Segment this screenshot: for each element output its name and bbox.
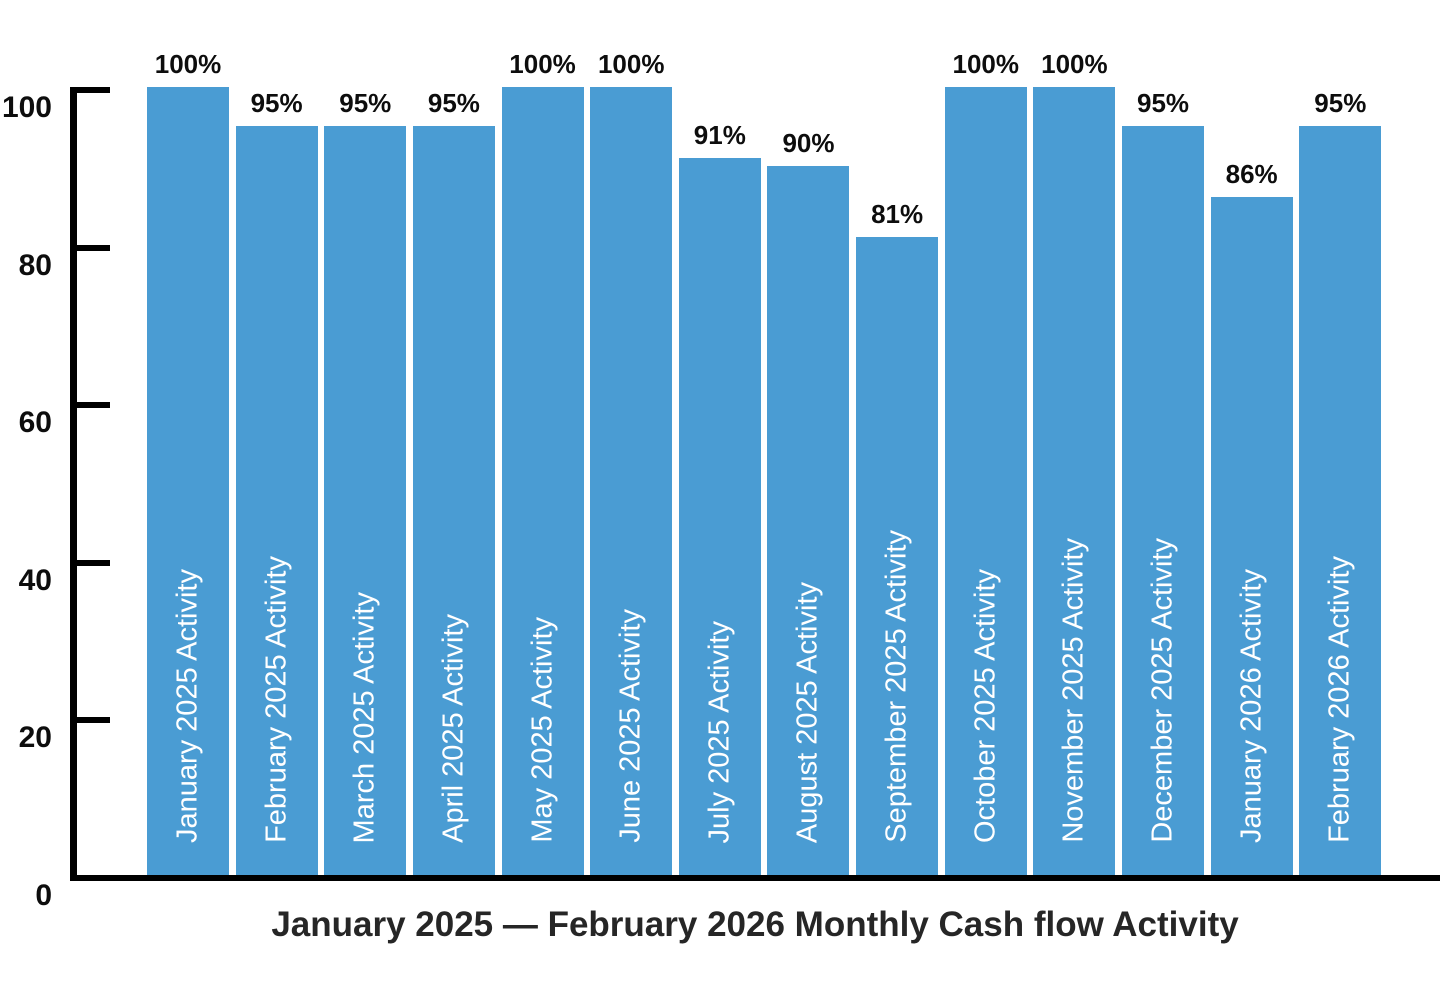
y-tick-80 xyxy=(70,244,110,251)
bar: October 2025 Activity xyxy=(944,87,1027,875)
y-tick-label-40: 40 xyxy=(18,563,52,597)
bar-value-label: 95% xyxy=(1314,88,1367,119)
y-tick-label-60: 60 xyxy=(18,406,52,440)
y-tick-label-20: 20 xyxy=(18,721,52,755)
bar-category-label: June 2025 Activity xyxy=(614,609,647,843)
bar-value-label: 100% xyxy=(952,49,1020,79)
bar-value-label: 86% xyxy=(1225,159,1278,190)
bar-category-label: August 2025 Activity xyxy=(791,581,824,843)
bar-value-label: 95% xyxy=(250,88,303,119)
x-axis-line xyxy=(70,875,1440,881)
y-tick-100 xyxy=(70,87,110,93)
bar: March 2025 Activity xyxy=(324,126,407,875)
bar-value-label: 90% xyxy=(782,127,835,158)
bar: August 2025 Activity xyxy=(767,165,850,875)
bar-category-label: May 2025 Activity xyxy=(526,617,559,843)
bar-category-label: March 2025 Activity xyxy=(348,591,381,843)
bar-category-label: April 2025 Activity xyxy=(437,614,470,843)
bar-value-label: 95% xyxy=(427,88,480,119)
y-tick-label-0: 0 xyxy=(35,879,52,912)
bar-category-label: February 2025 Activity xyxy=(260,556,293,843)
y-tick-40 xyxy=(70,559,110,566)
bar: January 2025 Activity xyxy=(147,87,229,875)
bar-value-label: 100% xyxy=(154,49,222,79)
bar-value-label: 91% xyxy=(693,119,746,150)
y-tick-20 xyxy=(70,717,110,724)
bar: July 2025 Activity xyxy=(678,157,761,875)
y-tick-label-100: 100 xyxy=(1,91,52,124)
y-axis-line xyxy=(70,87,77,881)
bar: February 2025 Activity xyxy=(235,126,318,875)
bar-category-label: September 2025 Activity xyxy=(880,530,913,843)
y-tick-label-80: 80 xyxy=(18,248,52,282)
bar-category-label: February 2026 Activity xyxy=(1323,556,1356,843)
bar-value-label: 81% xyxy=(871,198,924,229)
bar: September 2025 Activity xyxy=(856,236,939,875)
bar: February 2026 Activity xyxy=(1299,126,1382,875)
bar: May 2025 Activity xyxy=(501,87,584,875)
bar: April 2025 Activity xyxy=(412,126,495,875)
bar-value-label: 95% xyxy=(339,88,392,119)
bar: December 2025 Activity xyxy=(1122,126,1205,875)
bar: January 2026 Activity xyxy=(1210,197,1293,875)
bar-value-label: 100% xyxy=(509,49,576,79)
chart-title: January 2025 — February 2026 Monthly Cas… xyxy=(271,905,1239,944)
bar: November 2025 Activity xyxy=(1033,87,1116,875)
bar-category-label: January 2026 Activity xyxy=(1235,568,1268,843)
bar-value-label: 95% xyxy=(1137,88,1190,119)
bar-category-label: November 2025 Activity xyxy=(1057,538,1090,843)
bar-category-label: July 2025 Activity xyxy=(703,620,736,843)
bar-category-label: December 2025 Activity xyxy=(1146,538,1179,843)
bar-value-label: 100% xyxy=(597,49,665,79)
bar: June 2025 Activity xyxy=(590,87,673,875)
bar-value-label: 100% xyxy=(1041,49,1108,79)
bar-category-label: October 2025 Activity xyxy=(969,568,1002,843)
bar-category-label: January 2025 Activity xyxy=(171,568,204,843)
y-tick-60 xyxy=(70,402,110,409)
